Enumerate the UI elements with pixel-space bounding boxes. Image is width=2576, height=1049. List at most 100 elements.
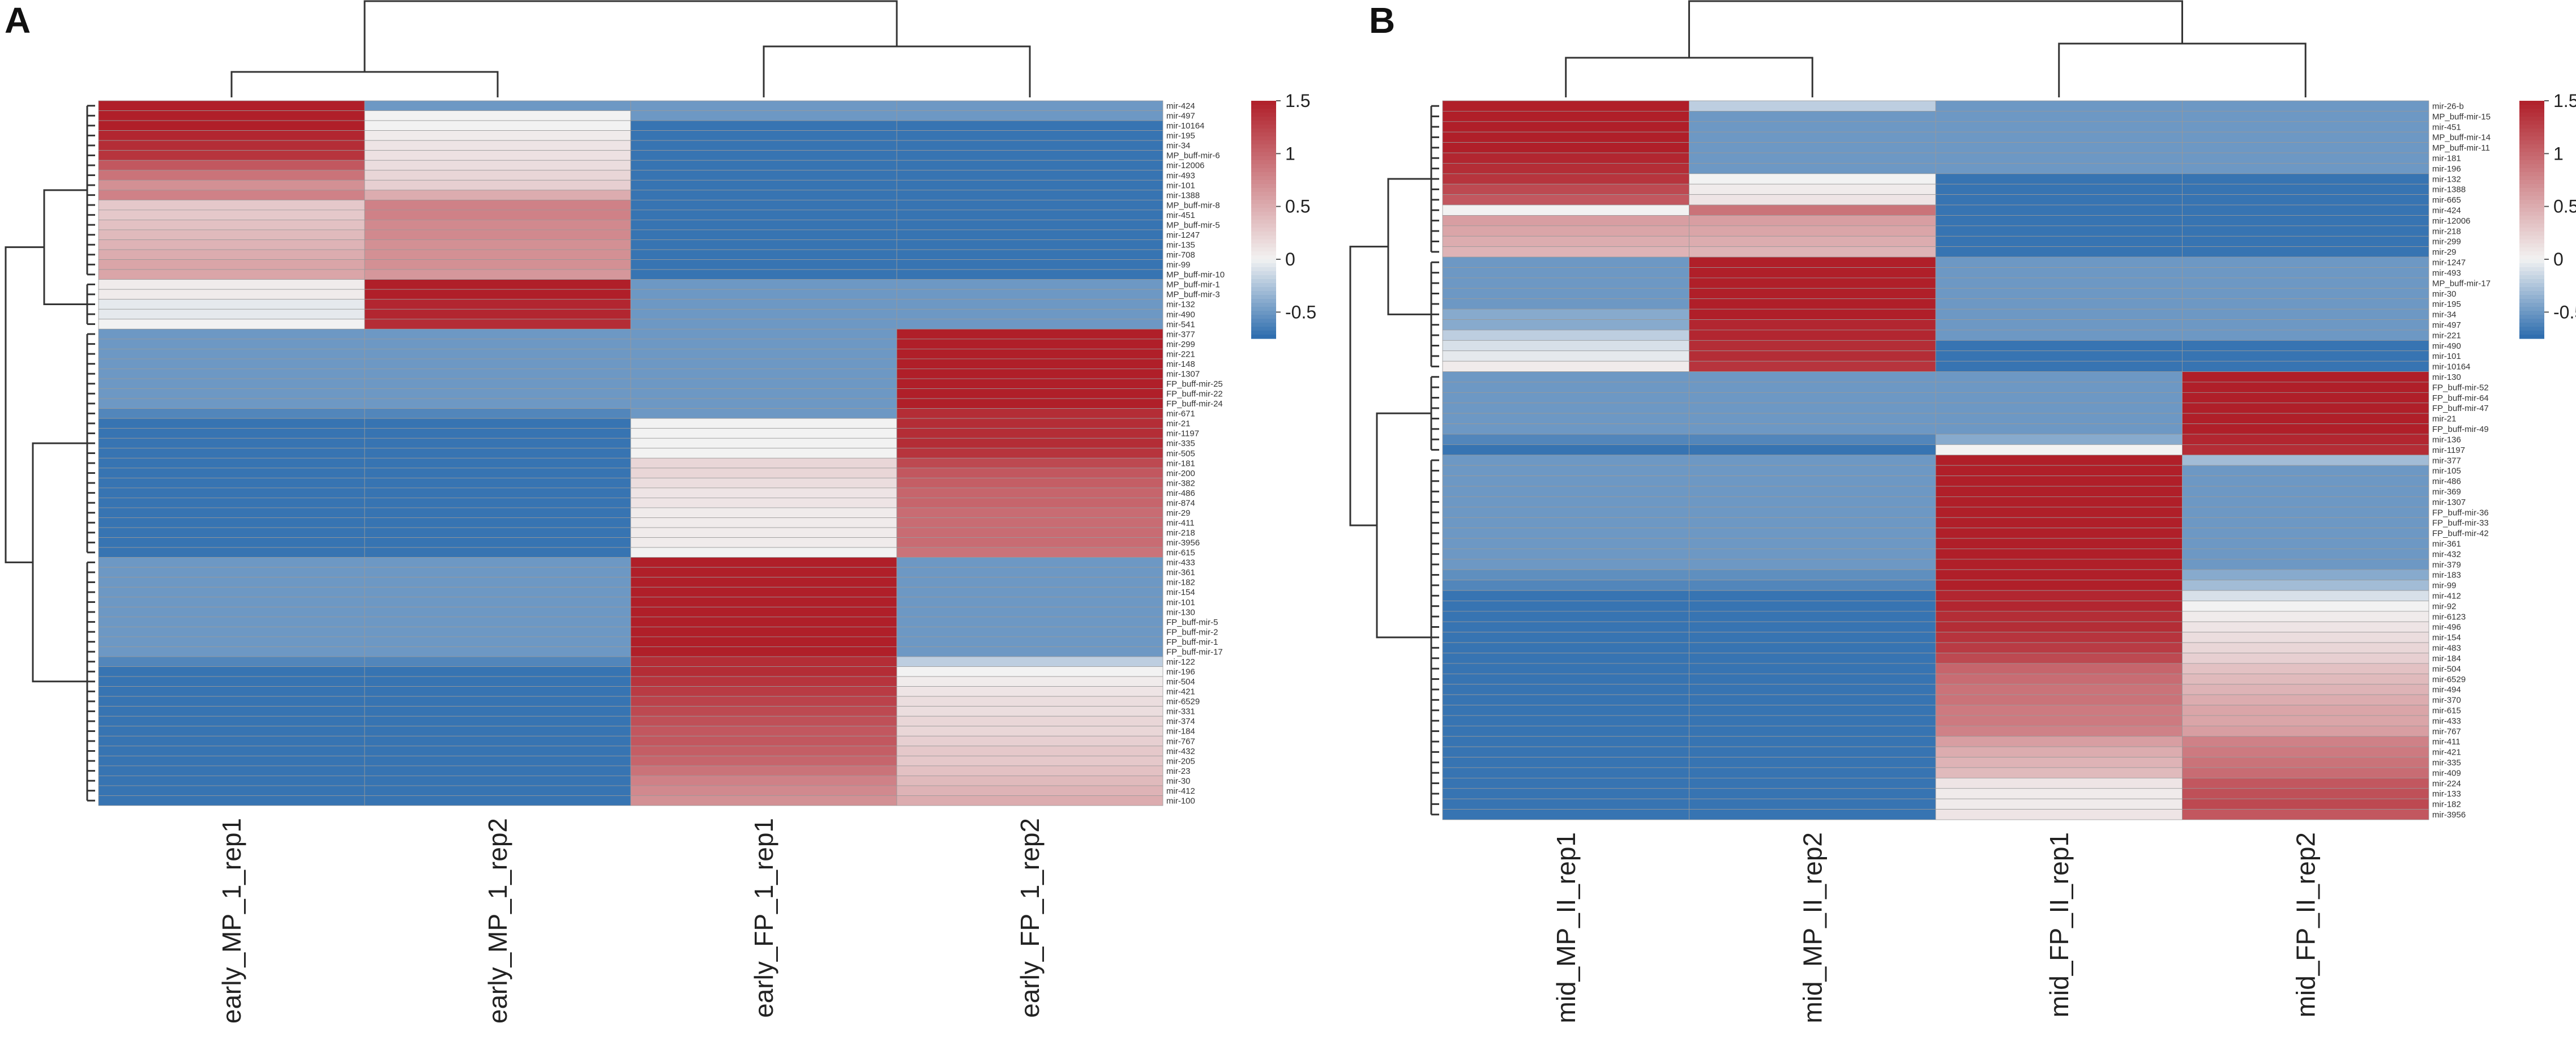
row-label: mir-411 [2432, 737, 2461, 747]
heatmap-cell [98, 388, 365, 399]
column-label: mid_MP_II_rep2 [1798, 832, 1827, 1024]
row-label: mir-494 [2432, 685, 2461, 695]
heatmap-cell [1935, 142, 2183, 153]
heatmap-cell [364, 369, 631, 379]
heatmap-cell [896, 606, 1163, 618]
heatmap-cell [630, 666, 897, 677]
heatmap-cell [896, 468, 1163, 478]
heatmap-cell [1689, 111, 1936, 122]
heatmap-cell [2182, 538, 2429, 549]
color-scale-step [2519, 180, 2544, 185]
heatmap-cell [2182, 121, 2429, 132]
heatmap-cell [364, 199, 631, 211]
heatmap-cell [1935, 528, 2183, 539]
heatmap-cell [896, 358, 1163, 369]
row-label: mir-1197 [2432, 446, 2465, 455]
heatmap-cell [1442, 215, 1689, 226]
heatmap-cell [1689, 204, 1936, 216]
row-label: mir-1307 [2432, 498, 2466, 507]
heatmap-cell [1935, 392, 2183, 404]
color-scale-legend: 1.5 1 0.5 0 -0.5 [1251, 91, 1316, 339]
heatmap-cell [1689, 455, 1936, 466]
row-label: mir-1388 [1166, 191, 1200, 200]
heatmap-cell [364, 656, 631, 667]
row-label: mir-412 [1166, 786, 1195, 796]
heatmap-cell [1689, 538, 1936, 549]
heatmap-cell [1442, 340, 1689, 352]
heatmap-cell [896, 279, 1163, 290]
heatmap-cell [364, 328, 631, 340]
heatmap-cell [1935, 476, 2183, 487]
row-label: mir-379 [2432, 560, 2461, 570]
column-dendrogram [230, 0, 1031, 97]
color-scale-step [2519, 279, 2544, 284]
row-label: FP_buff-mir-52 [2432, 383, 2489, 392]
heatmap-cell [2182, 298, 2429, 310]
panel-label-A: A [5, 0, 31, 41]
heatmap-cell [2182, 580, 2429, 591]
heatmap-cell [630, 319, 897, 329]
heatmap-cell [98, 328, 365, 340]
heatmap-cell [364, 378, 631, 389]
heatmap-cell [896, 696, 1163, 707]
heatmap-cell [630, 428, 897, 439]
heatmap-cell [630, 358, 897, 369]
heatmap-cell [1442, 601, 1689, 612]
heatmap-cell [630, 507, 897, 518]
heatmap-cell [896, 299, 1163, 310]
heatmap-cell [1689, 403, 1936, 414]
heatmap-cell [1935, 673, 2183, 685]
heatmap-cell [1442, 580, 1689, 591]
heatmap-cell [364, 209, 631, 220]
heatmap-cell [1935, 100, 2183, 112]
column-label: mid_MP_II_rep1 [1551, 832, 1581, 1024]
heatmap-cell [364, 586, 631, 598]
heatmap-cell [364, 477, 631, 489]
color-scale-step [2519, 295, 2544, 299]
heatmap-cell [2182, 673, 2429, 685]
heatmap-cell [1442, 663, 1689, 674]
heatmap-cell [1442, 569, 1689, 581]
heatmap-cell [1935, 277, 2183, 289]
heatmap-cell [364, 557, 631, 568]
row-label: mir-874 [1166, 498, 1195, 508]
heatmap-cell [98, 279, 365, 290]
heatmap-cell [630, 110, 897, 121]
color-scale-step [1251, 132, 1276, 137]
heatmap-cell [98, 239, 365, 250]
heatmap-cell [98, 468, 365, 478]
heatmap-cell [630, 438, 897, 449]
color-scale-tick-label: 1.5 [2553, 91, 2576, 111]
row-label: mir-299 [1166, 340, 1195, 349]
color-scale-step [1251, 188, 1276, 192]
heatmap-cell [98, 487, 365, 498]
heatmap-cell [630, 249, 897, 260]
heatmap-cell [2182, 173, 2429, 185]
row-label: mir-665 [2432, 195, 2461, 205]
heatmap-cell [896, 289, 1163, 300]
color-scale-step [2519, 299, 2544, 303]
heatmap-cell [630, 170, 897, 181]
heatmap-cell [1935, 204, 2183, 216]
heatmap-cell [896, 706, 1163, 717]
heatmap-cell [1935, 413, 2183, 424]
heatmap-cell [1442, 319, 1689, 331]
row-label: mir-12006 [2432, 216, 2471, 226]
row-label: MP_buff-mir-8 [1166, 200, 1220, 210]
heatmap-cell [630, 646, 897, 657]
heatmap-cell [364, 358, 631, 369]
heatmap-cell [1442, 371, 1689, 383]
heatmap-cell [1689, 361, 1936, 372]
heatmap-cell [1689, 152, 1936, 164]
heatmap-cell [364, 239, 631, 250]
heatmap-cell [1689, 298, 1936, 310]
heatmap-cell [98, 199, 365, 211]
heatmap-cell [1935, 246, 2183, 258]
row-label: mir-497 [1166, 112, 1195, 121]
heatmap-cell [896, 339, 1163, 349]
row-label: mir-361 [2432, 540, 2461, 549]
heatmap-cell [2182, 163, 2429, 174]
heatmap-cell [364, 289, 631, 300]
color-scale-step [1251, 121, 1276, 125]
